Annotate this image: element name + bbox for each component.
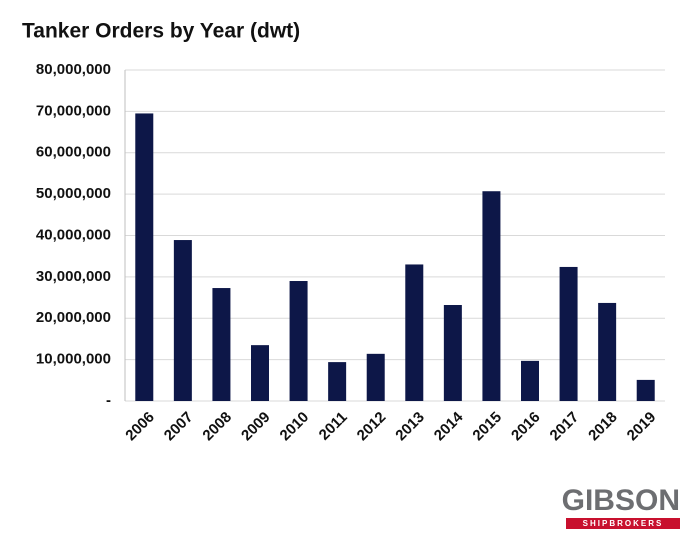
x-tick-label: 2010 [277, 409, 313, 445]
x-tick-label: 2007 [161, 409, 197, 445]
y-tick-label: 10,000,000 [36, 351, 111, 368]
x-tick-label: 2017 [547, 409, 583, 445]
bar [482, 191, 501, 401]
bar [173, 240, 192, 401]
bar [559, 266, 578, 401]
y-tick-label: 50,000,000 [36, 185, 111, 202]
bar [521, 360, 539, 401]
x-tick-label: 2008 [199, 409, 235, 445]
chart-title: Tanker Orders by Year (dwt) [22, 20, 300, 43]
x-tick-label: 2012 [354, 409, 390, 445]
bar [212, 288, 231, 401]
bar [135, 113, 154, 401]
bar [289, 281, 308, 401]
y-tick-label: 20,000,000 [36, 309, 111, 326]
x-tick-label: 2015 [469, 409, 505, 445]
bar [251, 345, 269, 401]
logo-tagline: SHIPBROKERS [583, 519, 664, 528]
x-tick-label: 2011 [316, 409, 351, 444]
y-tick-label: 80,000,000 [36, 61, 111, 78]
bar [328, 362, 347, 401]
bar [443, 305, 462, 401]
y-tick-label: 70,000,000 [36, 102, 111, 119]
y-tick-label: 30,000,000 [36, 268, 111, 285]
bar [366, 353, 385, 401]
x-tick-label: 2006 [122, 409, 158, 445]
x-tick-label: 2016 [508, 409, 544, 445]
y-tick-label: 40,000,000 [36, 226, 111, 243]
bar [405, 264, 424, 401]
bar [636, 379, 655, 401]
logo-name: GIBSON [562, 484, 680, 517]
y-tick-label: - [106, 392, 111, 409]
x-tick-label: 2014 [431, 408, 467, 444]
bar [598, 302, 617, 401]
x-tick-label: 2018 [585, 409, 621, 445]
x-tick-label: 2019 [624, 409, 660, 445]
logo-band [566, 518, 680, 529]
y-tick-label: 60,000,000 [36, 144, 111, 161]
x-tick-label: 2013 [392, 409, 428, 445]
x-tick-label: 2009 [238, 409, 274, 445]
